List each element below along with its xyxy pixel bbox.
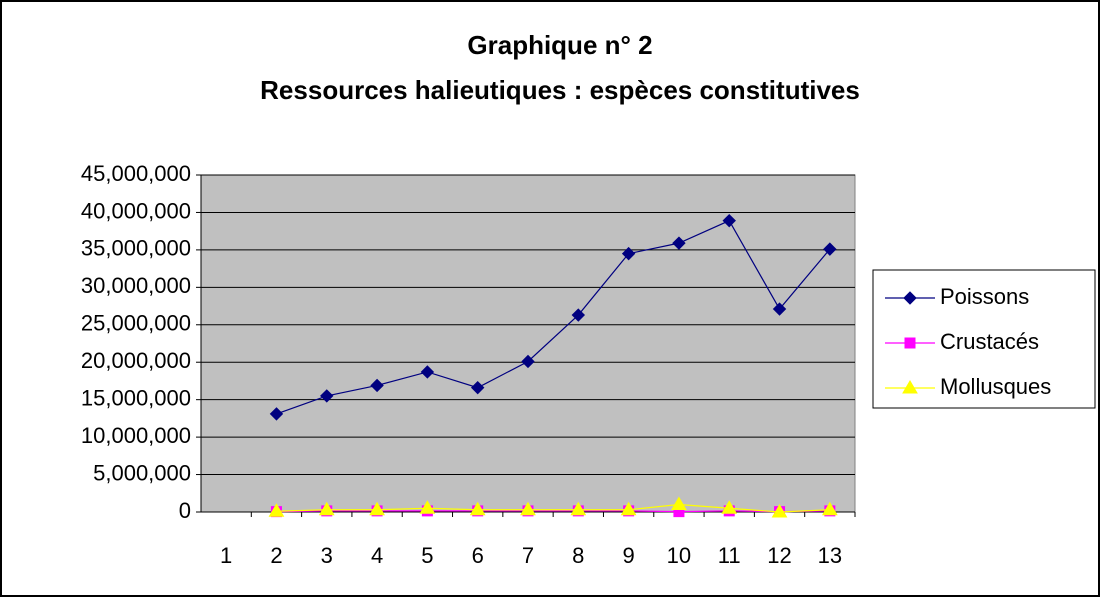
y-tick-label: 15,000,000	[81, 385, 191, 410]
x-tick-label: 10	[667, 543, 691, 568]
data-point	[470, 380, 485, 395]
series-line	[276, 219, 831, 415]
data-point	[671, 496, 687, 511]
data-point	[821, 501, 838, 516]
data-point	[420, 365, 435, 379]
y-tick-label: 20,000,000	[81, 348, 191, 373]
data-point	[320, 389, 334, 403]
y-tick-label: 30,000,000	[81, 273, 191, 298]
y-tick-label: 5,000,000	[93, 460, 191, 485]
chart-subtitle: Ressources halieutiques : espèces consti…	[260, 75, 860, 105]
chart-title: Graphique n° 2	[467, 30, 652, 60]
y-tick-label: 25,000,000	[81, 311, 191, 336]
data-point	[722, 213, 736, 228]
data-point	[621, 246, 636, 261]
legend-label: Poissons	[940, 284, 1029, 309]
x-tick-label: 4	[371, 543, 383, 568]
data-point	[772, 302, 787, 316]
x-tick-label: 1	[220, 543, 232, 568]
plot-area	[200, 174, 856, 513]
data-point	[521, 354, 535, 369]
data-point	[570, 501, 587, 516]
x-tick-label: 13	[818, 543, 842, 568]
y-tick-label: 35,000,000	[81, 236, 191, 261]
x-tick-label: 7	[522, 543, 534, 568]
legend-marker	[904, 337, 916, 349]
x-tick-label: 2	[270, 543, 282, 568]
x-tick-label: 12	[767, 543, 791, 568]
y-tick-label: 40,000,000	[81, 198, 191, 223]
series-line	[276, 503, 830, 513]
data-point	[268, 503, 285, 517]
x-tick-label: 9	[622, 543, 634, 568]
y-tick-label: 0	[179, 498, 191, 523]
x-tick-label: 11	[718, 543, 741, 568]
y-tick-label: 45,000,000	[81, 161, 191, 186]
data-point	[721, 500, 738, 514]
data-point	[318, 501, 335, 516]
x-tick-label: 3	[321, 543, 333, 568]
data-point	[571, 308, 586, 322]
data-point	[520, 501, 536, 516]
data-point	[269, 407, 284, 421]
data-point	[672, 236, 686, 250]
x-tick-label: 8	[572, 543, 584, 568]
data-point	[771, 504, 788, 518]
legend-label: Crustacés	[940, 329, 1039, 354]
data-point	[823, 242, 837, 256]
data-point	[369, 501, 385, 516]
y-tick-label: 10,000,000	[81, 423, 191, 448]
x-tick-label: 5	[421, 543, 433, 568]
legend-marker	[903, 291, 917, 305]
data-point	[419, 500, 436, 514]
legend-label: Mollusques	[940, 374, 1051, 399]
data-point	[469, 501, 486, 516]
data-point	[370, 378, 384, 393]
legend-marker	[902, 380, 918, 394]
x-tick-label: 6	[472, 543, 484, 568]
series-line	[276, 510, 830, 513]
data-point	[620, 501, 637, 516]
